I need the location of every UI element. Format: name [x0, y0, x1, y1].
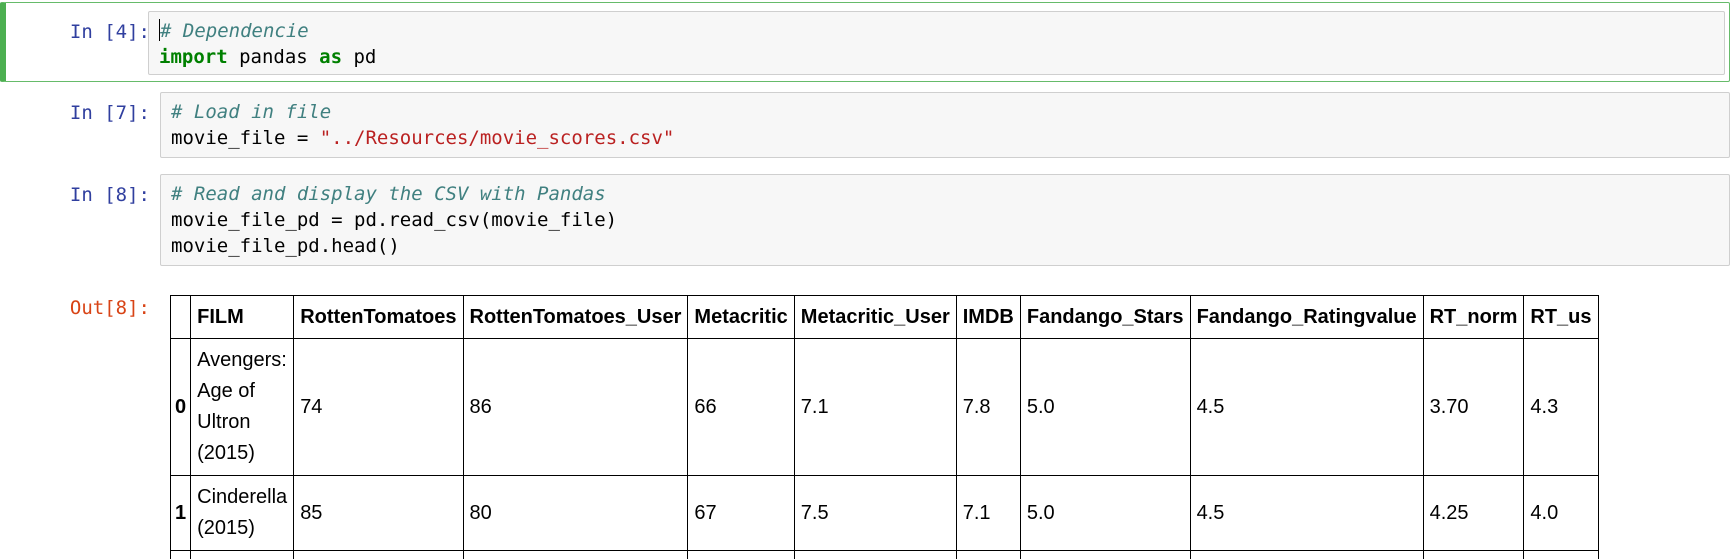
table-cell	[1422, 550, 1525, 559]
code-line: import pandas as pd	[159, 44, 1714, 70]
table-cell: 7.1	[793, 338, 957, 476]
dataframe-output: FILM RottenTomatoes RottenTomatoes_User Met…	[170, 295, 1719, 559]
code-line: movie_file_pd = pd.read_csv(movie_file)	[171, 207, 1719, 233]
code-line: # Dependencie	[159, 18, 1714, 44]
dataframe-table: FILM RottenTomatoes RottenTomatoes_User Met…	[170, 295, 1599, 559]
code-cell-3[interactable]: In [8]: # Read and display the CSV with …	[0, 168, 1730, 288]
table-cell: 5.0	[1019, 475, 1191, 551]
table-cell	[1523, 550, 1599, 559]
table-cell: 4.25	[1422, 475, 1525, 551]
table-cell	[1019, 550, 1191, 559]
table-row: 0 Avengers: Age of Ultron (2015) 74 86 66 7.1…	[170, 338, 1599, 476]
table-cell: 5.0	[1019, 338, 1191, 476]
table-cell: 7.5	[793, 475, 957, 551]
column-header: Fandango_Ratingvalue	[1189, 295, 1424, 339]
table-cell: 66	[687, 338, 795, 476]
cell-prompt: In [8]:	[69, 184, 150, 206]
table-cell: 4.0	[1523, 475, 1599, 551]
code-cell-1[interactable]: In [4]: # Dependencie import pandas as pd	[0, 2, 1730, 82]
column-header: RT_norm	[1422, 295, 1525, 339]
code-comment: # Load in file	[171, 101, 332, 123]
table-header-row: FILM RottenTomatoes RottenTomatoes_User Met…	[170, 295, 1599, 339]
film-cell: Cinderella (2015)	[190, 475, 295, 551]
code-kw: import	[159, 46, 228, 68]
code-cell-2[interactable]: In [7]: # Load in file movie_file = "../R…	[0, 86, 1730, 174]
code-comment: # Dependencie	[160, 20, 309, 42]
index-header	[170, 295, 192, 339]
column-header: Metacritic_User	[793, 295, 957, 339]
table-cell: 86	[462, 338, 689, 476]
table-cell: 4.3	[1523, 338, 1599, 476]
film-cell	[190, 550, 295, 559]
output-prompt: Out[8]:	[69, 297, 150, 319]
code-text: pandas	[227, 46, 320, 68]
row-index: 0	[170, 338, 192, 476]
film-cell: Avengers: Age of Ultron (2015)	[190, 338, 295, 476]
code-kw: as	[319, 46, 343, 68]
table-row: 2	[170, 550, 1599, 559]
row-index: 2	[170, 550, 192, 559]
column-header: RottenTomatoes	[293, 295, 464, 339]
code-text: movie_file =	[171, 127, 320, 149]
row-index: 1	[170, 475, 192, 551]
code-editor[interactable]: # Read and display the CSV with Pandas mo…	[160, 174, 1730, 266]
table-cell	[955, 550, 1021, 559]
table-cell: 7.8	[955, 338, 1021, 476]
table-cell	[1189, 550, 1424, 559]
code-editor[interactable]: # Dependencie import pandas as pd	[148, 11, 1725, 75]
code-str: "../Resources/movie_scores.csv"	[319, 127, 675, 149]
table-cell: 4.5	[1189, 475, 1424, 551]
code-text: movie_file_pd = pd.read_csv(movie_file)	[171, 209, 618, 231]
table-cell	[462, 550, 689, 559]
table-cell: 3.70	[1422, 338, 1525, 476]
column-header: Fandango_Stars	[1019, 295, 1191, 339]
cell-prompt: In [7]:	[69, 102, 150, 124]
column-header: RT_us	[1523, 295, 1599, 339]
table-cell: 7.1	[955, 475, 1021, 551]
code-editor[interactable]: # Load in file movie_file = "../Resources…	[160, 92, 1730, 158]
code-text: pd	[342, 46, 377, 68]
code-line: movie_file_pd.head()	[171, 233, 1719, 259]
column-header: FILM	[190, 295, 295, 339]
code-line: # Read and display the CSV with Pandas	[171, 181, 1719, 207]
table-cell: 85	[293, 475, 464, 551]
table-cell	[687, 550, 795, 559]
column-header: IMDB	[955, 295, 1021, 339]
code-text: movie_file_pd.head()	[171, 235, 400, 257]
table-cell: 74	[293, 338, 464, 476]
text-cursor	[159, 19, 160, 41]
column-header: Metacritic	[687, 295, 795, 339]
table-cell	[293, 550, 464, 559]
table-cell: 67	[687, 475, 795, 551]
column-header: RottenTomatoes_User	[462, 295, 689, 339]
table-cell: 80	[462, 475, 689, 551]
code-line: # Load in file	[171, 99, 1719, 125]
table-cell	[793, 550, 957, 559]
table-row: 1 Cinderella (2015) 85 80 67 7.5 7.1 5.0 4.5 4.25…	[170, 475, 1599, 551]
code-comment: # Read and display the CSV with Pandas	[171, 183, 606, 205]
cell-prompt: In [4]:	[69, 21, 150, 43]
table-cell: 4.5	[1189, 338, 1424, 476]
code-line: movie_file = "../Resources/movie_scores.…	[171, 125, 1719, 151]
